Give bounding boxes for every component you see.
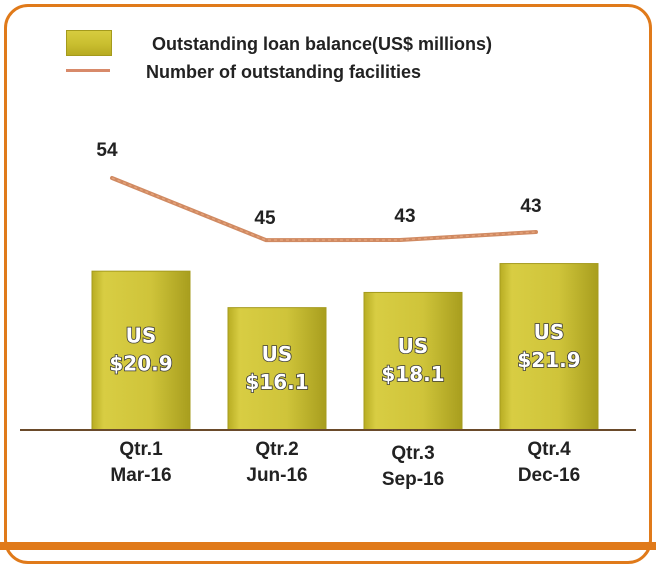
bar-3	[363, 291, 463, 431]
x-tick-1-line-1: Qtr.1	[119, 439, 163, 460]
x-tick-3-line-1: Qtr.3	[391, 443, 434, 464]
legend: Outstanding loan balance(US$ millions) N…	[66, 26, 586, 86]
bar-label-2-line-1: US	[262, 342, 293, 366]
x-tick-2-line-1: Qtr.2	[255, 439, 298, 460]
x-axis-ticks: Qtr.1 Mar-16 Qtr.2 Jun-16 Qtr.3 Sep-16 Qtr.4 De…	[110, 439, 580, 490]
x-tick-2-line-2: Jun-16	[246, 465, 307, 486]
bar-label-3-line-2: $18.1	[381, 362, 444, 386]
facilities-line	[110, 176, 538, 243]
bar-labels: US $20.9 US $16.1 US $18.1 US $21.9	[109, 319, 582, 395]
bar-4	[499, 263, 599, 431]
chart-plot: US $20.9 US $16.1 US $18.1 US $21.9 54 45 43 43 Qt…	[20, 140, 636, 490]
facilities-line-highlight	[111, 177, 537, 241]
line-series	[110, 176, 538, 243]
bar-label-3-line-1: US	[398, 334, 429, 358]
line-label-4: 43	[520, 196, 541, 217]
x-tick-1-line-2: Mar-16	[110, 465, 171, 486]
bar-label-1-line-2: $20.9	[109, 352, 172, 376]
bar-series	[91, 263, 599, 431]
bar-2	[227, 307, 327, 431]
line-labels: 54 45 43 43	[96, 140, 541, 229]
line-label-2: 45	[254, 208, 276, 229]
line-label-3: 43	[394, 206, 415, 227]
legend-swatch-facilities	[66, 69, 110, 72]
legend-label-facilities: Number of outstanding facilities	[146, 62, 422, 82]
line-label-1: 54	[96, 140, 118, 161]
footer-rule	[0, 542, 656, 550]
legend-label-loan-balance: Outstanding loan balance(US$ millions)	[152, 34, 493, 54]
bar-label-2-line-2: $16.1	[245, 370, 308, 394]
bar-label-1-line-1: US	[126, 324, 157, 348]
bar-label-4-line-2: $21.9	[517, 348, 580, 372]
x-tick-3-line-2: Sep-16	[382, 469, 444, 490]
legend-swatch-loan-balance	[66, 30, 112, 56]
x-tick-4-line-2: Dec-16	[518, 465, 580, 486]
bar-1	[91, 270, 191, 431]
x-tick-4-line-1: Qtr.4	[527, 439, 571, 460]
bar-label-4-line-1: US	[534, 320, 565, 344]
